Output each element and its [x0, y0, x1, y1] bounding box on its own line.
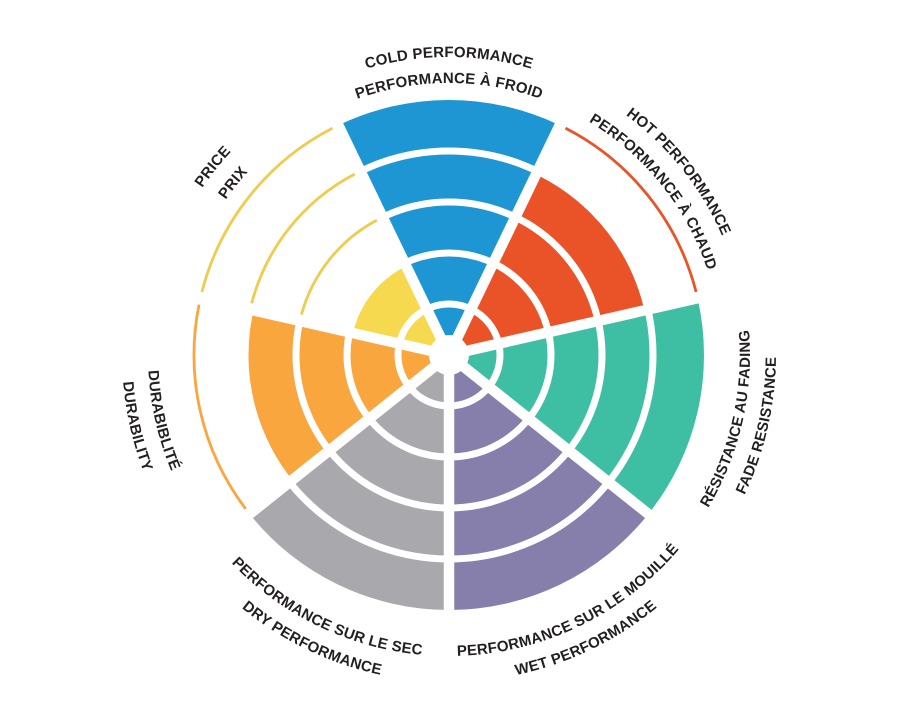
level-arc-price-5 [200, 126, 334, 293]
sector-gap-1 [444, 110, 571, 358]
level-arc-price-4 [250, 172, 356, 304]
center-hub [429, 335, 469, 375]
level-arc-durability-5 [192, 304, 247, 510]
sector-gap-3 [445, 350, 663, 527]
level-arc-hot-performance-5 [564, 126, 698, 293]
sector-gap-2 [447, 290, 713, 361]
wedge-wet-performance [449, 355, 649, 610]
wedge-cold-performance [338, 99, 560, 355]
wedge-dry-performance [249, 355, 449, 610]
sector-gap-0 [327, 110, 454, 358]
wedge-fade-resistance [449, 298, 705, 514]
sector-gap-5 [235, 350, 453, 527]
level-arc-price-3 [300, 218, 378, 316]
sector-gap-6 [185, 290, 451, 361]
